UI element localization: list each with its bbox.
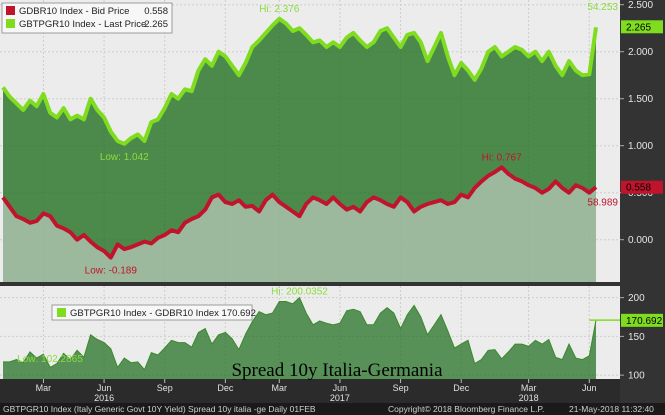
month-label-7: Dec [453,383,470,393]
upper-ytick-label-4: 2.000 [628,47,653,58]
upper-legend-label-1: GBTPGR10 Index - Last Price [19,19,146,30]
lower-ytick-label-0: 100 [628,371,645,382]
lower-annotation-0: Hi: 200.0352 [271,287,328,298]
month-label-8: Mar [521,383,537,393]
month-label-9: Jun [582,383,597,393]
upper-ytick-label-0: 0.000 [628,235,653,246]
upper-pct-label-3: 58.989 [587,198,618,209]
month-label-4: Mar [272,383,288,393]
footer-right: 21-May-2018 11:32:40 [569,404,654,414]
upper-value-box-2 [621,180,663,194]
upper-ytick-label-5: 2.500 [628,0,653,11]
upper-annotation-1: Low: 1.042 [100,152,149,163]
footer-center: Copyright© 2018 Bloomberg Finance L.P. [388,404,544,414]
month-label-5: Jun [333,383,348,393]
upper-value-box-1 [621,20,663,34]
lower-plot-area [3,296,620,379]
upper-ytick-label-2: 1.000 [628,141,653,152]
year-label-2: 2018 [519,393,539,403]
month-label-6: Sep [393,383,409,393]
year-label-1: 2017 [330,393,350,403]
month-label-2: Sep [157,383,173,393]
upper-legend-value-1: 2.265 [144,19,168,30]
spread-line [3,296,597,371]
footer: GBTPGR10 Index (Italy Generic Govt 10Y Y… [0,403,665,415]
upper-value-label-2: 0.558 [626,183,651,194]
upper-y-axis: 0.0000.5001.0001.5002.0002.50054.2532.26… [587,0,663,246]
legends: GDBR10 Index - Bid Price 0.558 GBTPGR10 In… [1,2,256,321]
annotations: Hi: 2.376 Low: 1.042 Hi: 0.767 Low: -0.189 H… [17,4,522,365]
upper-pct-label-0: 54.253 [587,2,618,13]
upper-plot-area [1,16,598,283]
upper-annotation-2: Hi: 0.767 [482,152,522,163]
lower-y-axis: 100 150 200 170.692 [620,293,663,382]
lower-ytick-label-1: 150 [628,332,645,343]
year-label-0: 2016 [94,393,114,403]
footer-left: GBTPGR10 Index (Italy Generic Govt 10Y Y… [3,404,316,414]
upper-ytick-label-3: 1.500 [628,94,653,105]
lower-legend-box [51,304,253,321]
red-series-line [1,165,598,260]
x-axis-band [0,379,620,403]
upper-legend: GDBR10 Index - Bid Price 0.558 GBTPGR10 In… [1,2,173,34]
upper-legend-box [1,2,173,34]
lower-annotation-1: Low: 102.2865 [17,354,83,365]
upper-value-label-1: 2.265 [626,22,651,33]
red-series-area [3,167,596,282]
spread-area [3,297,596,379]
lower-value-box-0 [621,313,663,327]
month-label-3: Dec [217,383,234,393]
upper-legend-swatch-1 [6,19,15,28]
upper-legend-value-0: 0.558 [144,6,168,17]
lower-legend-label-0: GBTPGR10 Index - GDBR10 Index 170.692 [70,308,256,319]
upper-legend-swatch-0 [6,6,15,15]
chart-overlay-title: Spread 10y Italia-Germania [231,360,443,381]
lower-value-label-0: 170.692 [626,316,663,327]
footer-background [0,403,665,415]
upper-legend-label-0: GDBR10 Index - Bid Price [19,6,129,17]
lower-legend-swatch-0 [57,308,66,317]
upper-annotation-3: Low: -0.189 [85,266,138,277]
lower-ytick-label-2: 200 [628,293,645,304]
green-series-line [1,16,598,146]
month-label-1: Jun [97,383,112,393]
month-label-0: Mar [36,383,52,393]
lower-legend: GBTPGR10 Index - GDBR10 Index 170.692 [51,304,256,321]
upper-annotation-0: Hi: 2.376 [259,4,299,15]
